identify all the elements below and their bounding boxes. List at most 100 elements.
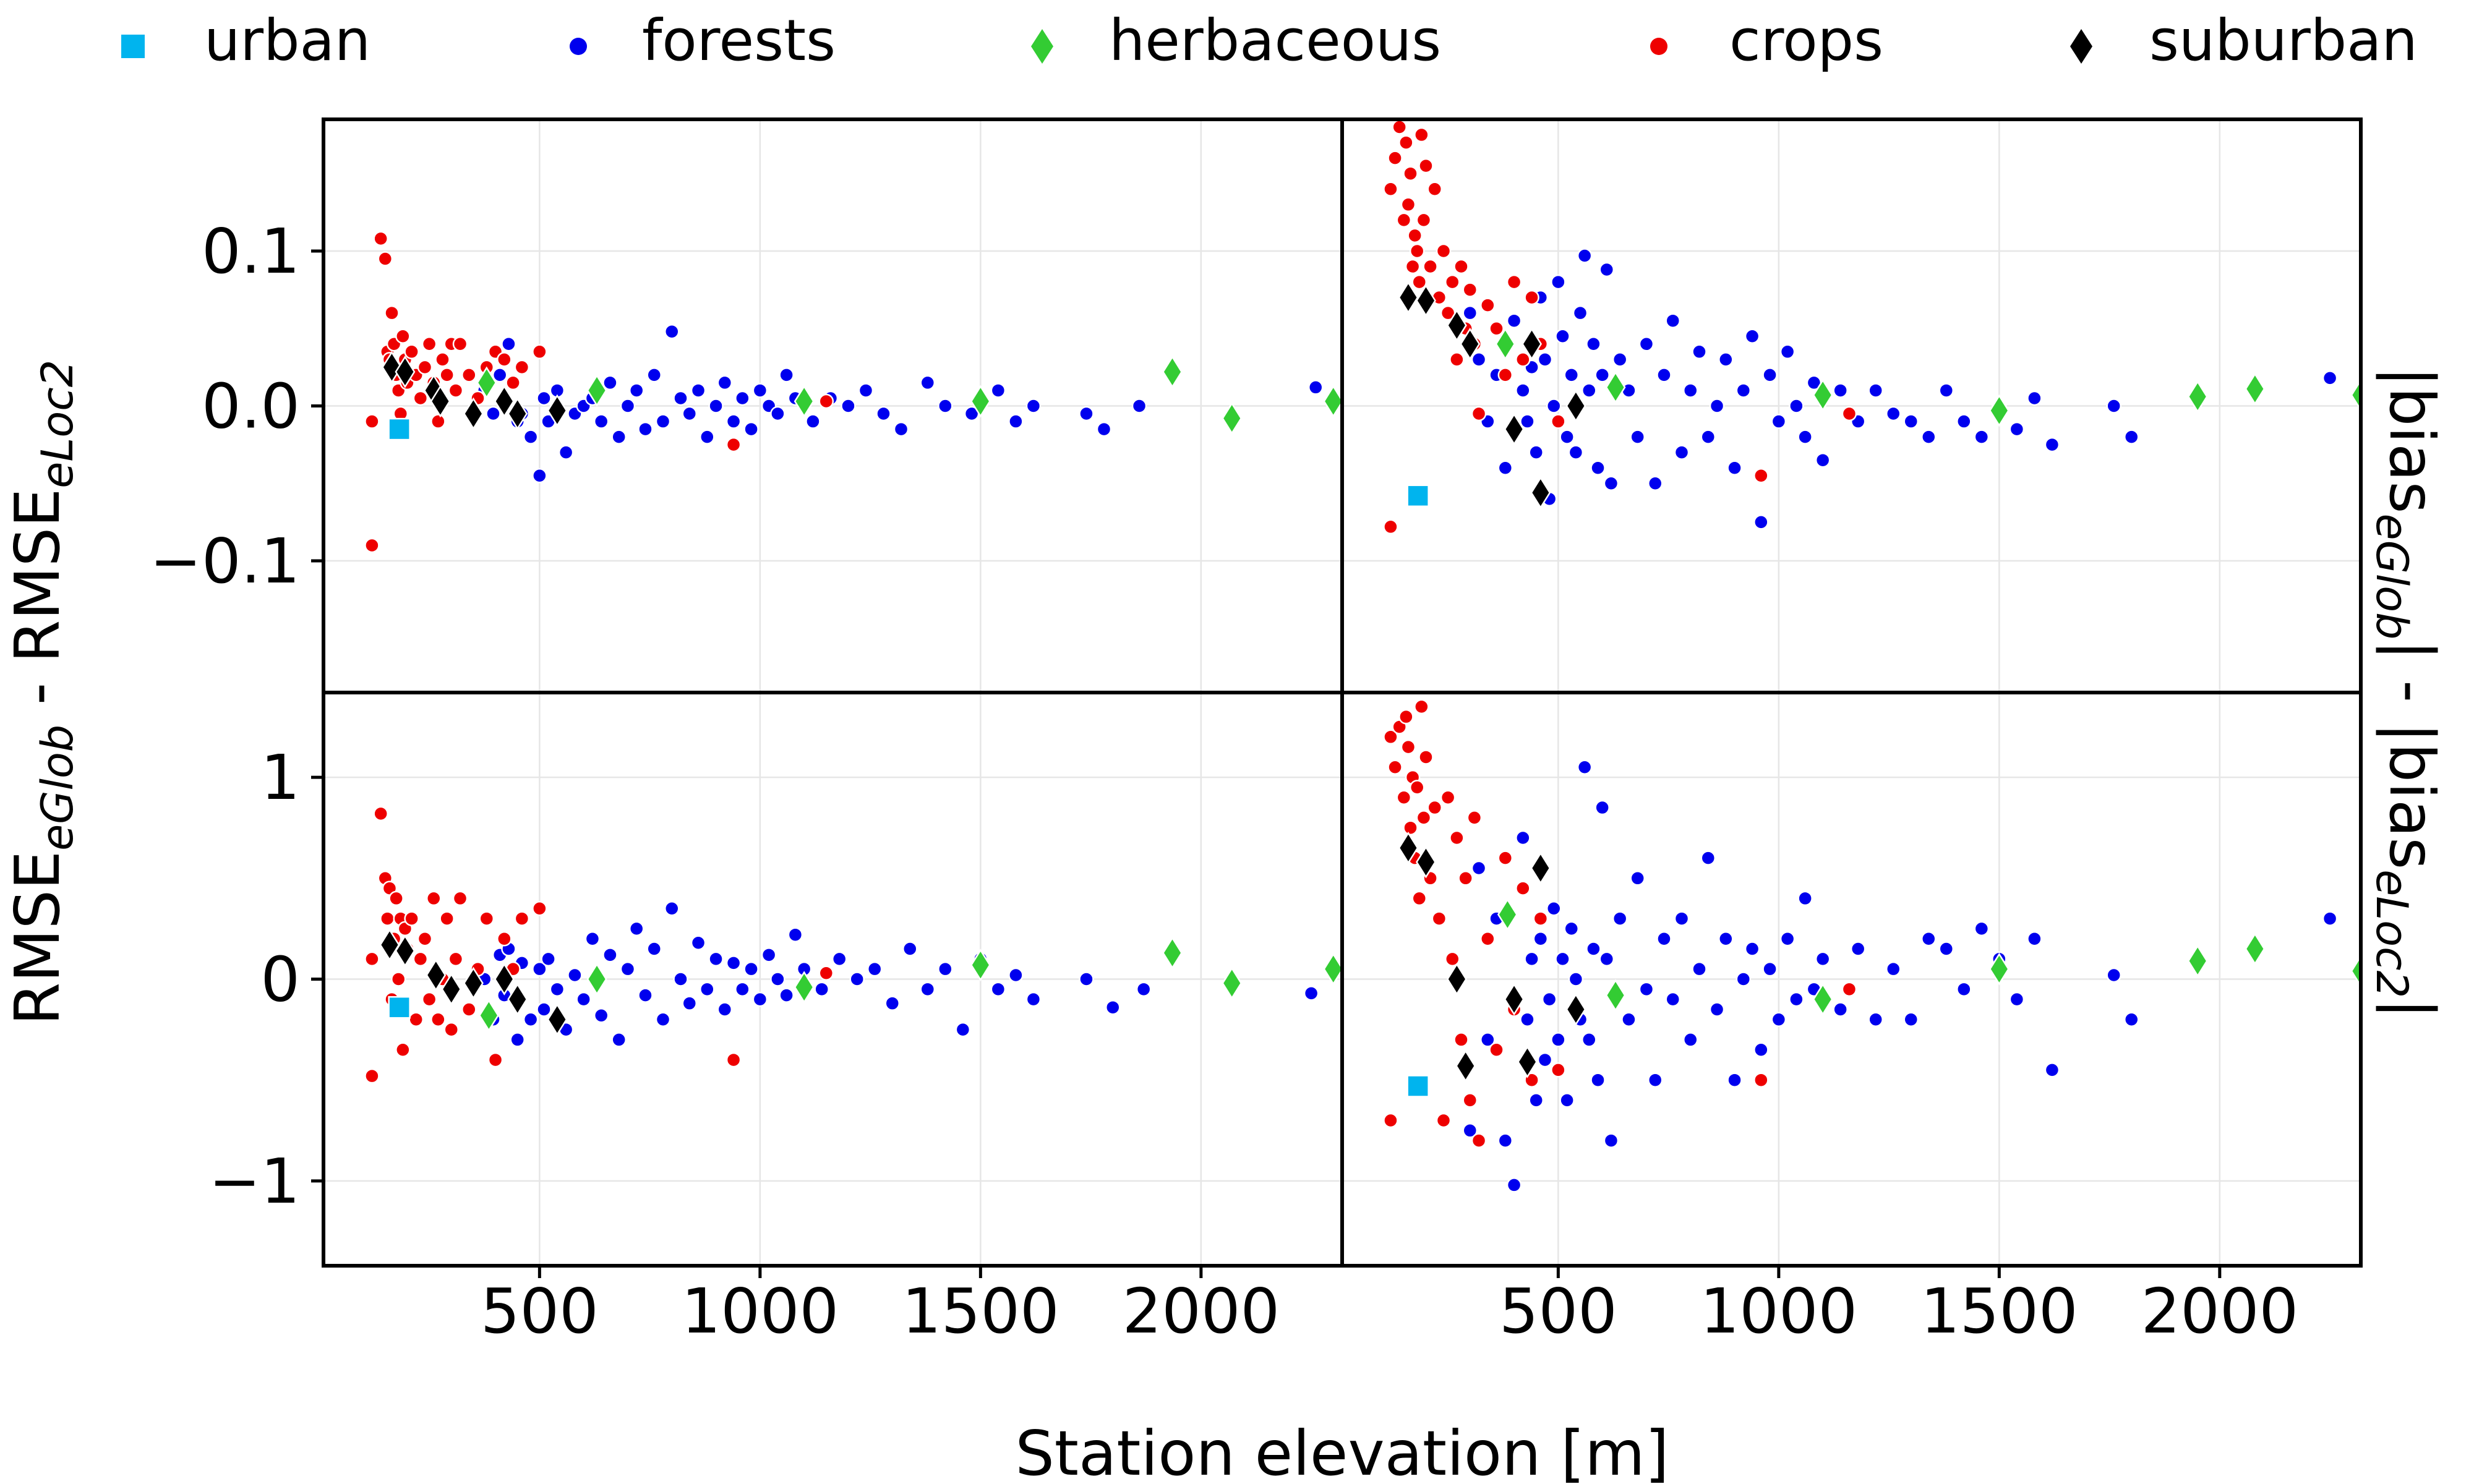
point-forests	[492, 367, 508, 383]
point-forests	[1956, 414, 1972, 429]
point-forests	[708, 398, 724, 414]
point-crops	[1524, 1072, 1539, 1088]
point-forests	[682, 996, 698, 1011]
data-points	[1383, 119, 2361, 535]
point-crops	[1431, 911, 1447, 926]
point-forests	[523, 1012, 539, 1028]
point-crops	[1453, 1032, 1469, 1047]
point-forests	[1700, 429, 1716, 445]
x-tick-label: 1500	[902, 1275, 1059, 1347]
point-crops	[452, 336, 468, 352]
point-forests	[1520, 1012, 1535, 1028]
point-crops	[1753, 467, 1769, 484]
grid-lines	[1342, 693, 2361, 1266]
point-crops	[377, 251, 393, 267]
left-y-label-sub1: eGlob	[32, 725, 83, 851]
point-forests	[884, 996, 901, 1011]
point-forests	[486, 406, 501, 422]
point-forests	[510, 1032, 525, 1047]
point-forests	[2009, 991, 2025, 1007]
point-suburban	[1415, 284, 1436, 317]
x-tick-label: 1000	[682, 1275, 839, 1347]
point-crops	[1400, 739, 1416, 755]
point-forests	[673, 390, 688, 406]
point-forests	[831, 951, 847, 967]
point-herbaceous	[1988, 394, 2010, 427]
point-crops	[430, 414, 446, 429]
x-axis-label: Station elevation [m]	[1015, 1417, 1669, 1484]
point-crops	[1398, 135, 1414, 150]
point-forests	[1815, 452, 1831, 468]
legend-label-forests: forests	[642, 7, 836, 74]
point-crops	[1449, 830, 1465, 846]
point-suburban	[1398, 281, 1419, 314]
data-points	[1383, 699, 2361, 1193]
point-crops	[1471, 1133, 1487, 1148]
left-y-label-main: RMSE	[1, 851, 74, 1025]
point-forests	[1903, 1012, 1919, 1028]
point-forests	[770, 406, 785, 422]
point-forests	[558, 445, 574, 460]
point-suburban	[379, 928, 400, 962]
point-crops	[364, 414, 380, 429]
point-forests	[2322, 370, 2338, 386]
point-herbaceous	[478, 999, 499, 1032]
point-forests	[1520, 414, 1535, 429]
point-crops	[461, 367, 477, 383]
point-crops	[1458, 871, 1473, 886]
point-forests	[1008, 414, 1024, 429]
point-forests	[1303, 986, 1319, 1001]
point-suburban	[1517, 1045, 1538, 1078]
point-forests	[717, 375, 733, 391]
point-forests	[638, 987, 653, 1003]
point-forests	[1771, 414, 1787, 429]
x-tick-label: 2000	[2141, 1275, 2299, 1347]
point-crops	[390, 971, 406, 987]
point-crops	[448, 383, 464, 398]
point-suburban	[507, 397, 528, 430]
point-forests	[1727, 1072, 1742, 1088]
legend: urban forests herbaceous crops suburban	[121, 7, 2418, 74]
right-y-label-sub1: eGlob	[2366, 514, 2417, 640]
point-crops	[1383, 729, 1398, 745]
point-crops	[461, 1002, 477, 1017]
point-suburban	[1522, 327, 1543, 360]
point-forests	[1594, 800, 1610, 816]
point-crops	[1383, 181, 1398, 197]
point-forests	[536, 1002, 552, 1017]
point-suburban	[1530, 476, 1551, 510]
point-forests	[576, 991, 591, 1007]
point-forests	[1665, 991, 1680, 1007]
point-forests	[1956, 981, 1972, 997]
point-forests	[1551, 274, 1566, 290]
point-forests	[990, 981, 1006, 997]
point-forests	[1762, 367, 1778, 383]
panel-bottom-left: 500 1000 1500 2000 −1 0 1	[209, 691, 1344, 1347]
point-forests	[1105, 999, 1121, 1015]
point-forests	[611, 1032, 627, 1047]
point-forests	[1647, 1072, 1663, 1088]
point-crops	[384, 305, 400, 321]
point-forests	[1577, 759, 1593, 775]
point-forests	[1779, 344, 1796, 360]
point-suburban	[426, 958, 447, 992]
point-forests	[2009, 421, 2025, 437]
point-suburban	[547, 394, 568, 427]
point-crops	[404, 344, 419, 360]
point-crops	[1515, 352, 1531, 367]
point-suburban	[430, 385, 451, 418]
point-forests	[584, 931, 601, 947]
point-forests	[532, 467, 547, 484]
point-forests	[779, 367, 794, 383]
point-forests	[1744, 941, 1760, 957]
point-herbaceous	[1323, 385, 1342, 418]
point-forests	[902, 941, 918, 957]
point-forests	[1612, 352, 1628, 367]
point-crops	[364, 951, 380, 967]
point-crops	[1414, 699, 1429, 715]
point-forests	[1938, 383, 1954, 398]
right-y-label-main: |bias	[2376, 366, 2448, 513]
y-tick-label: −1	[209, 1145, 300, 1217]
point-forests	[1938, 941, 1954, 957]
